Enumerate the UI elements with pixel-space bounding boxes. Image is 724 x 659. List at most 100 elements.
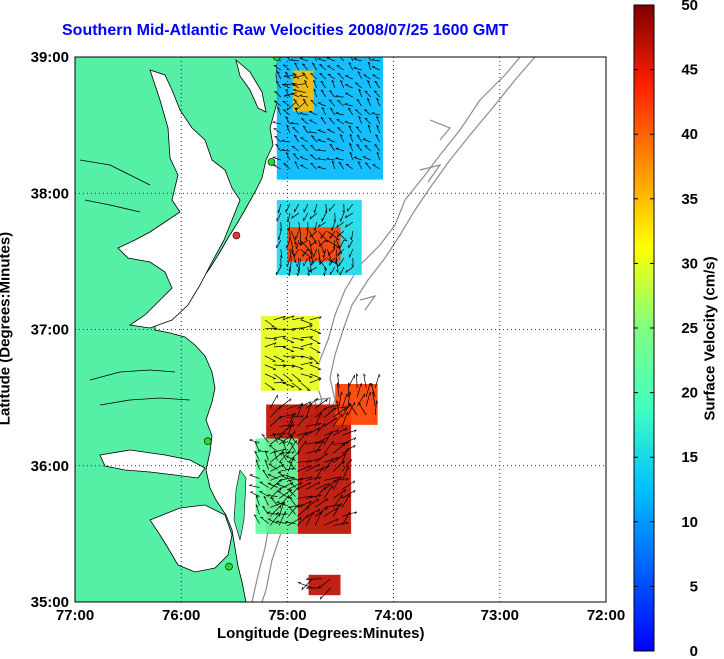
velocity-vector xyxy=(278,425,292,436)
velocity-vector xyxy=(358,402,367,416)
velocity-vector xyxy=(279,482,294,490)
vector-head xyxy=(311,135,315,137)
velocity-vector xyxy=(363,373,367,389)
velocity-vector xyxy=(358,116,363,125)
vector-head xyxy=(344,120,348,123)
velocity-vector xyxy=(288,403,303,409)
vector-head xyxy=(355,109,359,111)
velocity-vector xyxy=(278,203,282,213)
velocity-vector xyxy=(273,450,278,461)
vector-head xyxy=(374,144,378,146)
velocity-vector xyxy=(275,144,282,152)
velocity-vector xyxy=(273,355,285,362)
vector-head xyxy=(369,383,372,387)
velocity-vector xyxy=(341,444,356,454)
velocity-vector xyxy=(306,422,322,427)
velocity-vector xyxy=(276,501,287,506)
velocity-vector xyxy=(263,496,269,506)
vector-head xyxy=(337,373,340,377)
vector-head xyxy=(273,342,277,346)
velocity-vector xyxy=(300,137,308,143)
velocity-vector xyxy=(356,99,363,107)
velocity-vector xyxy=(341,489,356,499)
velocity-vector xyxy=(286,125,291,134)
velocity-vector xyxy=(278,434,292,445)
velocity-vector xyxy=(374,81,381,89)
velocity-vector xyxy=(373,90,381,98)
velocity-vector xyxy=(336,382,340,398)
velocity-vector xyxy=(272,121,281,125)
vector-head xyxy=(289,433,293,436)
vector-head xyxy=(339,134,343,137)
vector-head xyxy=(330,107,334,110)
velocity-vector xyxy=(323,440,334,454)
vector-head xyxy=(322,254,324,258)
velocity-vector xyxy=(298,258,301,273)
velocity-vector xyxy=(273,128,281,134)
vector-head xyxy=(353,480,356,484)
vector-head xyxy=(301,402,304,406)
vector-head xyxy=(274,56,277,57)
velocity-vector xyxy=(300,355,313,360)
velocity-vector xyxy=(259,481,269,488)
velocity-vector xyxy=(300,240,311,252)
vector-head xyxy=(354,429,357,433)
vector-head xyxy=(277,209,280,213)
velocity-vector xyxy=(292,127,300,134)
velocity-vector xyxy=(293,248,300,257)
vector-head xyxy=(288,461,292,463)
velocity-vector xyxy=(297,500,312,508)
velocity-vector xyxy=(333,522,349,526)
velocity-vector xyxy=(365,383,371,398)
vector-head xyxy=(267,493,271,496)
velocity-vector xyxy=(296,431,307,445)
velocity-vector xyxy=(358,89,363,98)
velocity-vector xyxy=(340,212,345,222)
velocity-vector xyxy=(329,266,336,276)
vector-head xyxy=(337,73,341,75)
velocity-vector xyxy=(311,135,318,143)
velocity-vector xyxy=(273,100,281,107)
velocity-vector xyxy=(269,394,278,409)
vector-head xyxy=(291,315,295,319)
vector-head xyxy=(340,80,343,83)
vector-head xyxy=(289,255,292,259)
vector-head xyxy=(336,234,339,238)
vector-head xyxy=(338,161,342,164)
vector-head xyxy=(376,124,380,128)
vector-head xyxy=(355,126,360,129)
velocity-vector xyxy=(288,222,291,232)
velocity-vector xyxy=(281,451,287,461)
x-tick-label: 77:00 xyxy=(56,607,94,624)
velocity-vector xyxy=(341,393,348,409)
velocity-vector xyxy=(267,483,278,488)
velocity-vector xyxy=(290,59,299,62)
pamlico-sound xyxy=(149,504,233,573)
vector-head xyxy=(336,457,339,460)
velocity-vector xyxy=(296,440,307,454)
vector-head xyxy=(329,143,333,146)
velocity-vector xyxy=(320,230,327,239)
velocity-vector xyxy=(310,99,318,107)
vector-head xyxy=(337,127,341,129)
vector-head xyxy=(349,133,353,137)
velocity-vector xyxy=(280,249,283,259)
vector-head xyxy=(356,373,359,377)
velocity-patch xyxy=(308,574,341,596)
velocity-vector xyxy=(282,441,287,452)
velocity-vector xyxy=(354,82,362,89)
velocity-vector xyxy=(267,474,278,479)
velocity-vector xyxy=(254,451,260,461)
velocity-vector xyxy=(347,401,355,416)
vector-head xyxy=(277,236,280,240)
velocity-vector xyxy=(275,266,282,276)
vector-head xyxy=(290,58,294,61)
vector-head xyxy=(300,348,304,351)
vector-head xyxy=(357,161,361,164)
velocity-vector xyxy=(310,239,318,247)
vector-head xyxy=(255,495,259,498)
velocity-vector xyxy=(291,346,304,350)
vector-head xyxy=(279,228,282,232)
velocity-vector xyxy=(356,393,366,407)
vector-head xyxy=(279,264,282,268)
